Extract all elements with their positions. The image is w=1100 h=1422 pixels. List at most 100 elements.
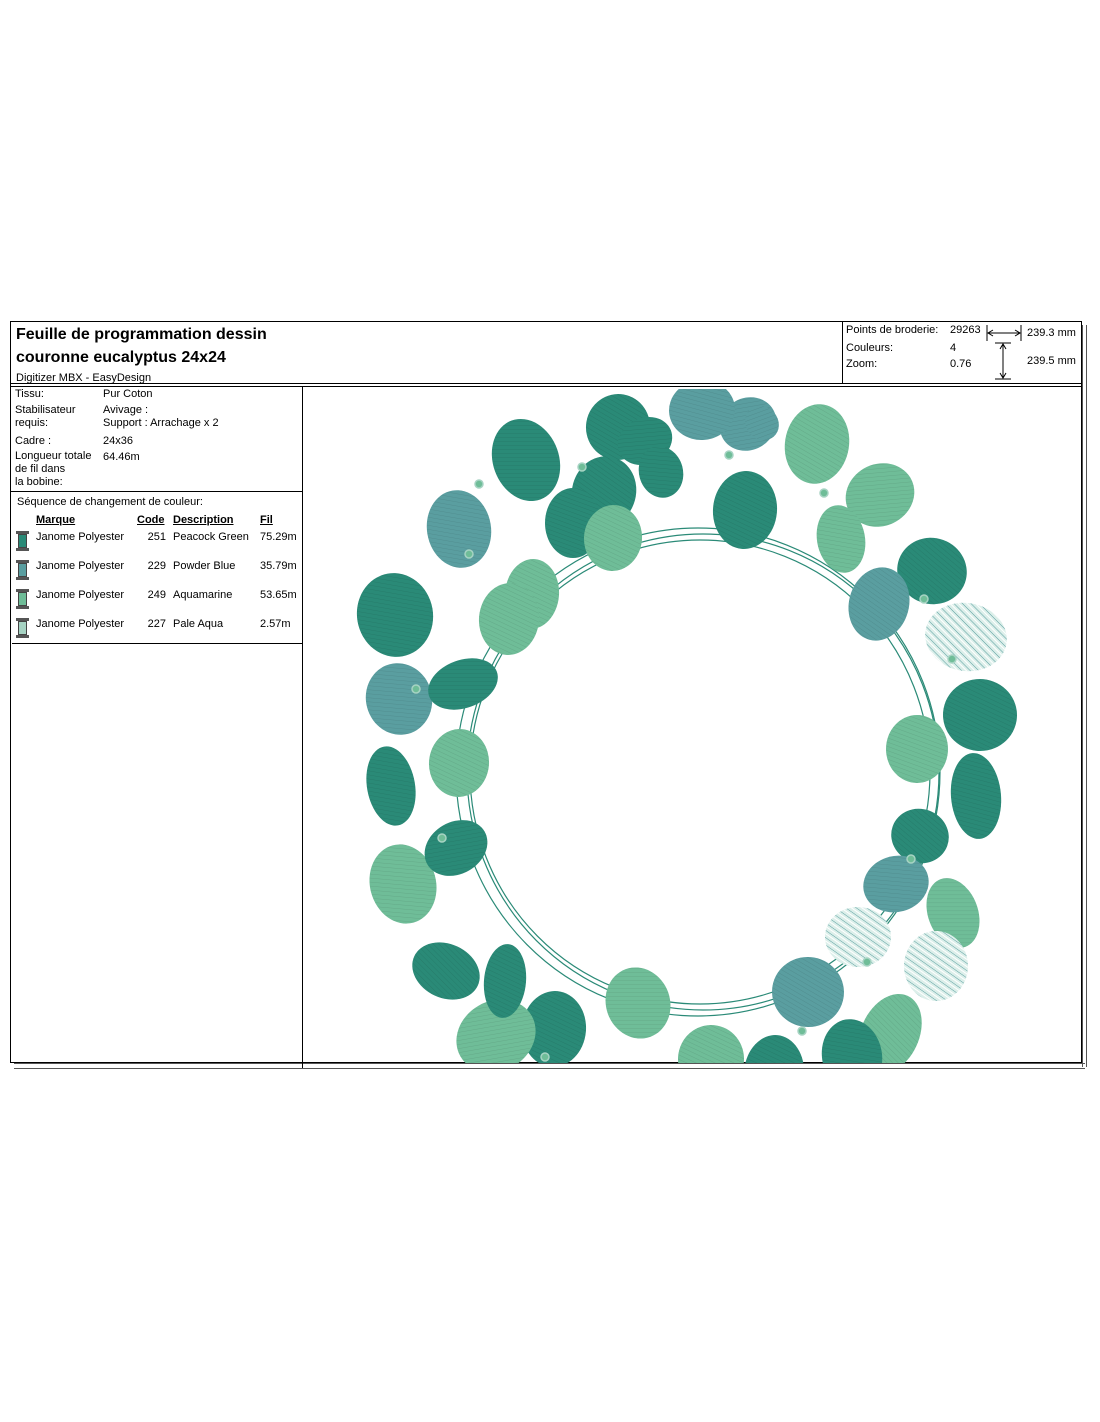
eucalyptus-leaf: [369, 844, 437, 924]
leaf-texture: [605, 967, 671, 1039]
eucalyptus-leaf: [426, 490, 492, 568]
stem-bud: [411, 684, 421, 694]
sequence-fil: 75.29m: [260, 531, 297, 543]
leaf-texture: [926, 878, 980, 948]
dimension-arrows-icon: [986, 325, 1022, 380]
eucalyptus-leaf: [845, 463, 915, 527]
leaf-texture: [521, 991, 587, 1067]
leaf-texture: [925, 602, 1007, 672]
sequence-description: Peacock Green: [173, 531, 249, 543]
eucalyptus-leaf: [848, 567, 910, 641]
program-sheet: Feuille de programmation dessin couronne…: [10, 321, 1087, 1152]
stem-bud: [819, 488, 829, 498]
points-label: Points de broderie:: [846, 324, 939, 336]
stab-label-2: requis:: [15, 417, 49, 429]
leaf-texture: [950, 753, 1002, 839]
stem-bud: [464, 549, 474, 559]
eucalyptus-leaf: [483, 944, 527, 1018]
header-divider: [10, 383, 1082, 384]
sequence-description: Pale Aqua: [173, 618, 224, 630]
sequence-fil: 53.65m: [260, 589, 297, 601]
eucalyptus-leaf: [743, 1035, 805, 1111]
eucalyptus-leaf: [772, 956, 844, 1028]
design-height: 239.5 mm: [1027, 355, 1076, 367]
leaf-texture: [897, 537, 967, 605]
leaf-texture: [583, 505, 643, 571]
design-preview: [304, 379, 1081, 1152]
leaf-texture: [677, 1025, 745, 1093]
col-header-description: Description: [173, 514, 234, 526]
software-label: Digitizer MBX - EasyDesign: [16, 372, 152, 384]
sequence-divider: [12, 643, 302, 644]
leaf-texture: [784, 404, 850, 484]
longueur-label-2: de fil dans: [15, 463, 66, 475]
leaf-texture: [365, 663, 433, 735]
cadre-value: 24x36: [103, 435, 133, 447]
page-title-line1: Feuille de programmation dessin: [16, 326, 267, 343]
leaf-texture: [745, 405, 779, 441]
stem-bud: [906, 854, 916, 864]
left-panel-divider: [302, 386, 303, 1068]
eucalyptus-leaf: [950, 753, 1002, 839]
sequence-fil: 35.79m: [260, 560, 297, 572]
eucalyptus-wreath: [356, 379, 1017, 1152]
leaf-texture: [743, 1035, 805, 1111]
eucalyptus-leaf: [478, 583, 540, 655]
col-header-marque: Marque: [36, 514, 76, 526]
sequence-fil: 2.57m: [260, 618, 291, 630]
leaf-texture: [456, 999, 536, 1073]
leaf-texture: [426, 490, 492, 568]
leaf-texture: [428, 658, 498, 710]
tissu-label: Tissu:: [15, 388, 44, 400]
leaf-texture: [483, 944, 527, 1018]
sequence-description: Powder Blue: [173, 560, 236, 572]
eucalyptus-leaf: [638, 446, 684, 498]
eucalyptus-leaf: [365, 663, 433, 735]
points-value: 29263: [950, 324, 981, 336]
header-divider-2: [10, 386, 1082, 387]
stem-bud: [947, 654, 957, 664]
design-width: 239.3 mm: [1027, 327, 1076, 339]
zoom-value: 0.76: [950, 358, 972, 370]
sequence-code: 251: [147, 531, 166, 543]
leaf-texture: [712, 471, 778, 549]
leaf-texture: [356, 573, 434, 657]
eucalyptus-leaf: [605, 967, 671, 1039]
eucalyptus-leaf: [943, 678, 1017, 752]
tissu-value: Pur Coton: [103, 388, 153, 400]
stem-bud: [540, 1052, 550, 1062]
leaf-texture: [886, 715, 948, 783]
thread-spool-icon: [16, 560, 29, 580]
leaf-texture: [863, 855, 929, 913]
stem-bud: [862, 957, 872, 967]
leaf-texture: [491, 418, 561, 502]
eucalyptus-leaf: [428, 729, 490, 797]
eucalyptus-leaf: [412, 942, 480, 1000]
colors-value: 4: [950, 342, 957, 354]
longueur-value: 64.46m: [103, 451, 140, 463]
eucalyptus-leaf: [583, 505, 643, 571]
cadre-label: Cadre :: [15, 435, 52, 447]
eucalyptus-leaf: [886, 715, 948, 783]
eucalyptus-leaf: [925, 602, 1007, 672]
eucalyptus-leaf: [745, 405, 779, 441]
longueur-label-1: Longueur totale: [15, 450, 92, 462]
eucalyptus-leaf: [491, 418, 561, 502]
sequence-code: 227: [147, 618, 166, 630]
leaf-texture: [478, 583, 540, 655]
eucalyptus-leaf: [926, 878, 980, 948]
eucalyptus-leaf: [677, 1025, 745, 1093]
stab-label-1: Stabilisateur: [15, 404, 76, 416]
leaf-texture: [825, 907, 891, 967]
zoom-label: Zoom:: [846, 358, 878, 370]
colors-label: Couleurs:: [846, 342, 894, 354]
eucalyptus-leaf: [816, 505, 866, 573]
col-header-fil: Fil: [260, 514, 273, 526]
sequence-title: Séquence de changement de couleur:: [17, 496, 203, 508]
thread-spool-icon: [16, 618, 29, 638]
leaf-texture: [772, 956, 844, 1028]
eucalyptus-leaf: [456, 999, 536, 1073]
info-divider: [10, 491, 302, 492]
page-title-line2: couronne eucalyptus 24x24: [16, 349, 226, 366]
eucalyptus-leaf: [904, 931, 968, 1001]
